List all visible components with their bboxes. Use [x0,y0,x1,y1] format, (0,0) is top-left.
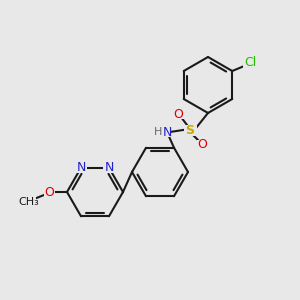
Text: N: N [162,125,172,139]
FancyBboxPatch shape [103,163,115,173]
Text: N: N [104,161,114,174]
Text: O: O [197,139,207,152]
FancyBboxPatch shape [22,197,36,207]
FancyBboxPatch shape [196,140,208,150]
Text: CH₃: CH₃ [19,197,39,207]
FancyBboxPatch shape [172,109,184,119]
Text: S: S [185,124,194,136]
Text: O: O [44,185,54,199]
Text: Cl: Cl [244,56,256,70]
FancyBboxPatch shape [243,58,257,68]
FancyBboxPatch shape [154,127,170,137]
FancyBboxPatch shape [184,124,196,136]
Text: O: O [173,107,183,121]
Text: H: H [154,127,162,137]
Text: N: N [76,161,86,174]
FancyBboxPatch shape [75,163,87,173]
FancyBboxPatch shape [44,187,55,197]
